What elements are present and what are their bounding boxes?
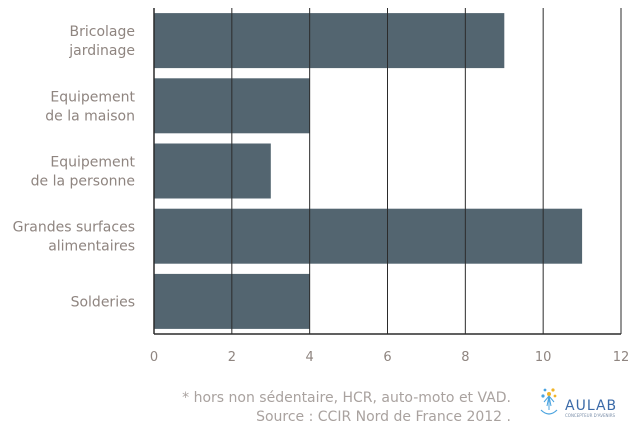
chart-footnote: * hors non sédentaire, HCR, auto-moto et… xyxy=(182,389,511,427)
aulab-logo: AULAB CONCEPTEUR D'AVENIRS xyxy=(540,388,617,418)
logo-tagline: CONCEPTEUR D'AVENIRS xyxy=(565,413,615,418)
category-label: Equipement xyxy=(50,89,135,105)
logo-text: AULAB xyxy=(565,398,617,414)
x-tick-label: 12 xyxy=(613,350,630,365)
x-tick-label: 0 xyxy=(150,350,158,365)
x-tick-label: 4 xyxy=(306,350,314,365)
x-tick-label: 8 xyxy=(461,350,469,365)
x-tick-label: 10 xyxy=(535,350,552,365)
x-tick-label: 6 xyxy=(383,350,391,365)
bar xyxy=(154,208,583,264)
logo-mark xyxy=(540,388,558,415)
bar xyxy=(154,143,271,199)
bar xyxy=(154,13,505,69)
footnote-source: Source : CCIR Nord de France 2012 . xyxy=(256,409,511,425)
category-label: Bricolage xyxy=(70,24,135,40)
x-tick-label: 2 xyxy=(228,350,236,365)
category-label: Equipement xyxy=(50,155,135,171)
bar-chart: 0 2 4 6 8 10 12 Bricolage jardinage Equipement de … xyxy=(13,8,630,365)
category-label: jardinage xyxy=(68,43,135,59)
category-label: Solderies xyxy=(71,294,135,310)
category-label: de la personne xyxy=(31,174,135,190)
footnote-note: * hors non sédentaire, HCR, auto-moto et… xyxy=(182,390,511,406)
category-label: Grandes surfaces xyxy=(13,220,135,236)
category-label: de la maison xyxy=(45,108,135,124)
category-label: alimentaires xyxy=(48,239,135,255)
